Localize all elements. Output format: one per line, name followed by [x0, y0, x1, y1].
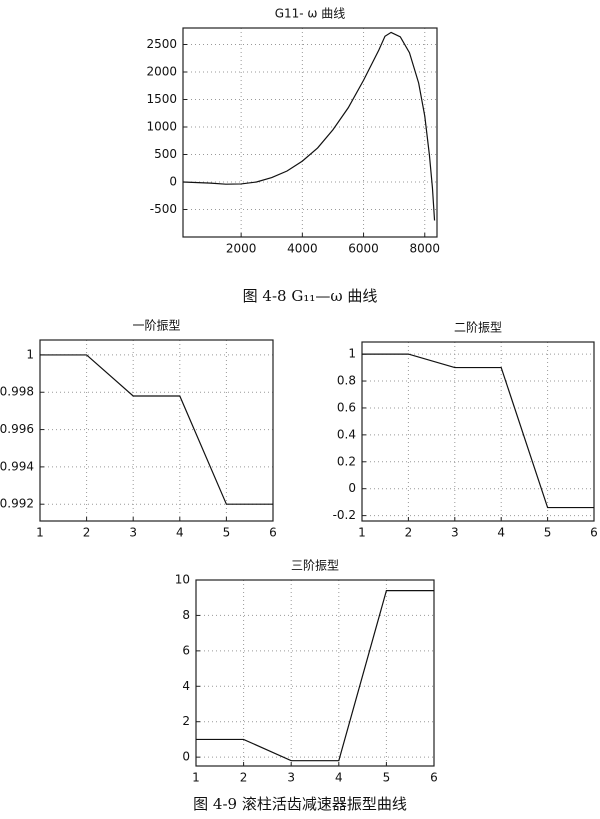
- chart-title: 三阶振型: [291, 559, 339, 573]
- x-tick-label: 1: [36, 526, 44, 540]
- x-tick-label: 1: [192, 771, 200, 785]
- y-tick-label: 0.8: [337, 374, 356, 388]
- y-tick-label: 1000: [146, 120, 177, 134]
- y-tick-label: 0: [169, 175, 177, 189]
- x-tick-label: 2: [83, 526, 91, 540]
- y-tick-label: 8: [182, 608, 190, 622]
- y-tick-label: 4: [182, 679, 190, 693]
- x-tick-label: 3: [451, 526, 459, 540]
- data-line: [182, 31, 436, 221]
- y-tick-label: 0.996: [0, 422, 34, 436]
- data-line: [40, 354, 273, 505]
- y-tick-label: 500: [154, 147, 177, 161]
- y-tick-label: 1500: [146, 92, 177, 106]
- x-tick-label: 8000: [409, 242, 440, 256]
- plot-frame: [182, 27, 438, 238]
- y-tick-label: -500: [150, 202, 177, 216]
- x-tick-label: 5: [383, 771, 391, 785]
- x-tick-label: 2: [405, 526, 413, 540]
- plot-frame: [361, 341, 595, 522]
- x-tick-label: 4000: [287, 242, 318, 256]
- y-tick-label: 0.994: [0, 459, 34, 473]
- x-tick-label: 6: [430, 771, 438, 785]
- y-tick-label: -0.2: [333, 508, 356, 522]
- y-tick-label: 6: [182, 643, 190, 657]
- y-tick-label: 0.992: [0, 497, 34, 511]
- y-tick-label: 0.4: [337, 427, 356, 441]
- plot-frame: [195, 579, 435, 767]
- x-tick-label: 6: [590, 526, 598, 540]
- x-tick-label: 3: [287, 771, 295, 785]
- y-tick-label: 2: [182, 714, 190, 728]
- y-tick-label: 10: [175, 573, 190, 587]
- x-tick-label: 1: [358, 526, 366, 540]
- x-tick-label: 4: [335, 771, 343, 785]
- x-tick-label: 4: [497, 526, 505, 540]
- y-tick-label: 0.998: [0, 385, 34, 399]
- x-tick-label: 6000: [348, 242, 379, 256]
- chart-title: 一阶振型: [132, 319, 180, 333]
- chart-title: G11- ω 曲线: [275, 7, 346, 21]
- y-tick-label: 2500: [146, 37, 177, 51]
- y-tick-label: 0: [182, 750, 190, 764]
- figure-caption: 图 4-9 滚柱活齿减速器振型曲线: [193, 795, 407, 813]
- y-tick-label: 1: [26, 347, 34, 361]
- x-tick-label: 2000: [226, 242, 257, 256]
- y-tick-label: 0: [348, 481, 356, 495]
- x-tick-label: 5: [544, 526, 552, 540]
- y-tick-label: 0.2: [337, 454, 356, 468]
- data-line: [362, 353, 594, 509]
- data-line: [196, 590, 434, 762]
- x-tick-label: 2: [240, 771, 248, 785]
- x-tick-label: 4: [176, 526, 184, 540]
- y-tick-label: 2000: [146, 65, 177, 79]
- x-tick-label: 5: [223, 526, 231, 540]
- y-tick-label: 0.6: [337, 400, 356, 414]
- chart-title: 二阶振型: [454, 321, 502, 335]
- y-tick-label: 1: [348, 347, 356, 361]
- plot-frame: [39, 339, 274, 522]
- x-tick-label: 6: [269, 526, 277, 540]
- figure-caption: 图 4-8 G₁₁—ω 曲线: [243, 287, 378, 305]
- x-tick-label: 3: [129, 526, 137, 540]
